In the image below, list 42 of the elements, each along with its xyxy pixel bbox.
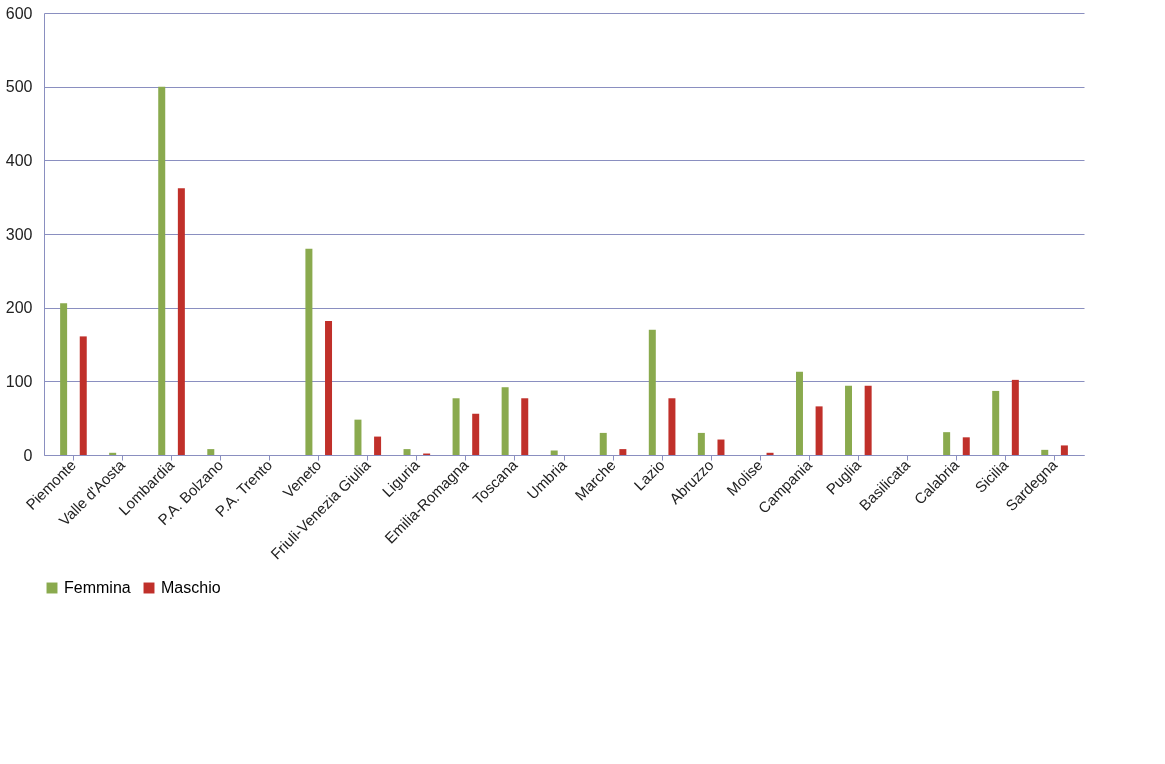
bar — [177, 188, 185, 455]
bar — [521, 398, 529, 455]
legend-label: Femmina — [64, 579, 131, 596]
y-tick-label: 0 — [23, 446, 33, 464]
y-tick-label: 600 — [5, 4, 33, 22]
bar — [501, 387, 509, 455]
y-tick-label: 100 — [5, 372, 33, 390]
bar — [697, 432, 705, 455]
bar — [619, 449, 627, 455]
bar — [962, 437, 970, 455]
bar — [766, 452, 774, 455]
bar — [1060, 445, 1068, 455]
bar — [374, 436, 382, 455]
bar — [668, 398, 676, 455]
bar — [354, 419, 362, 455]
y-tick-label: 200 — [5, 299, 33, 317]
bar — [158, 86, 166, 455]
bar — [1041, 449, 1049, 455]
bar — [864, 385, 872, 455]
bar — [795, 371, 803, 455]
bar — [717, 439, 725, 455]
bar — [943, 432, 951, 455]
bar — [599, 432, 607, 455]
bar — [845, 385, 853, 455]
y-tick-label: 500 — [5, 78, 33, 96]
y-tick-label: 300 — [5, 225, 33, 243]
y-tick-label: 400 — [5, 151, 33, 169]
bar — [1011, 379, 1019, 455]
bar — [550, 450, 558, 455]
bar — [452, 398, 460, 455]
bar — [305, 248, 313, 455]
bar — [648, 329, 656, 455]
bar — [472, 413, 480, 455]
bar — [109, 452, 117, 455]
bar — [207, 449, 215, 455]
bar — [815, 406, 823, 455]
legend-label: Maschio — [161, 579, 221, 596]
bar — [325, 320, 333, 455]
bar — [992, 390, 1000, 455]
bar — [79, 336, 87, 455]
bar — [403, 449, 411, 455]
bar — [60, 303, 68, 455]
